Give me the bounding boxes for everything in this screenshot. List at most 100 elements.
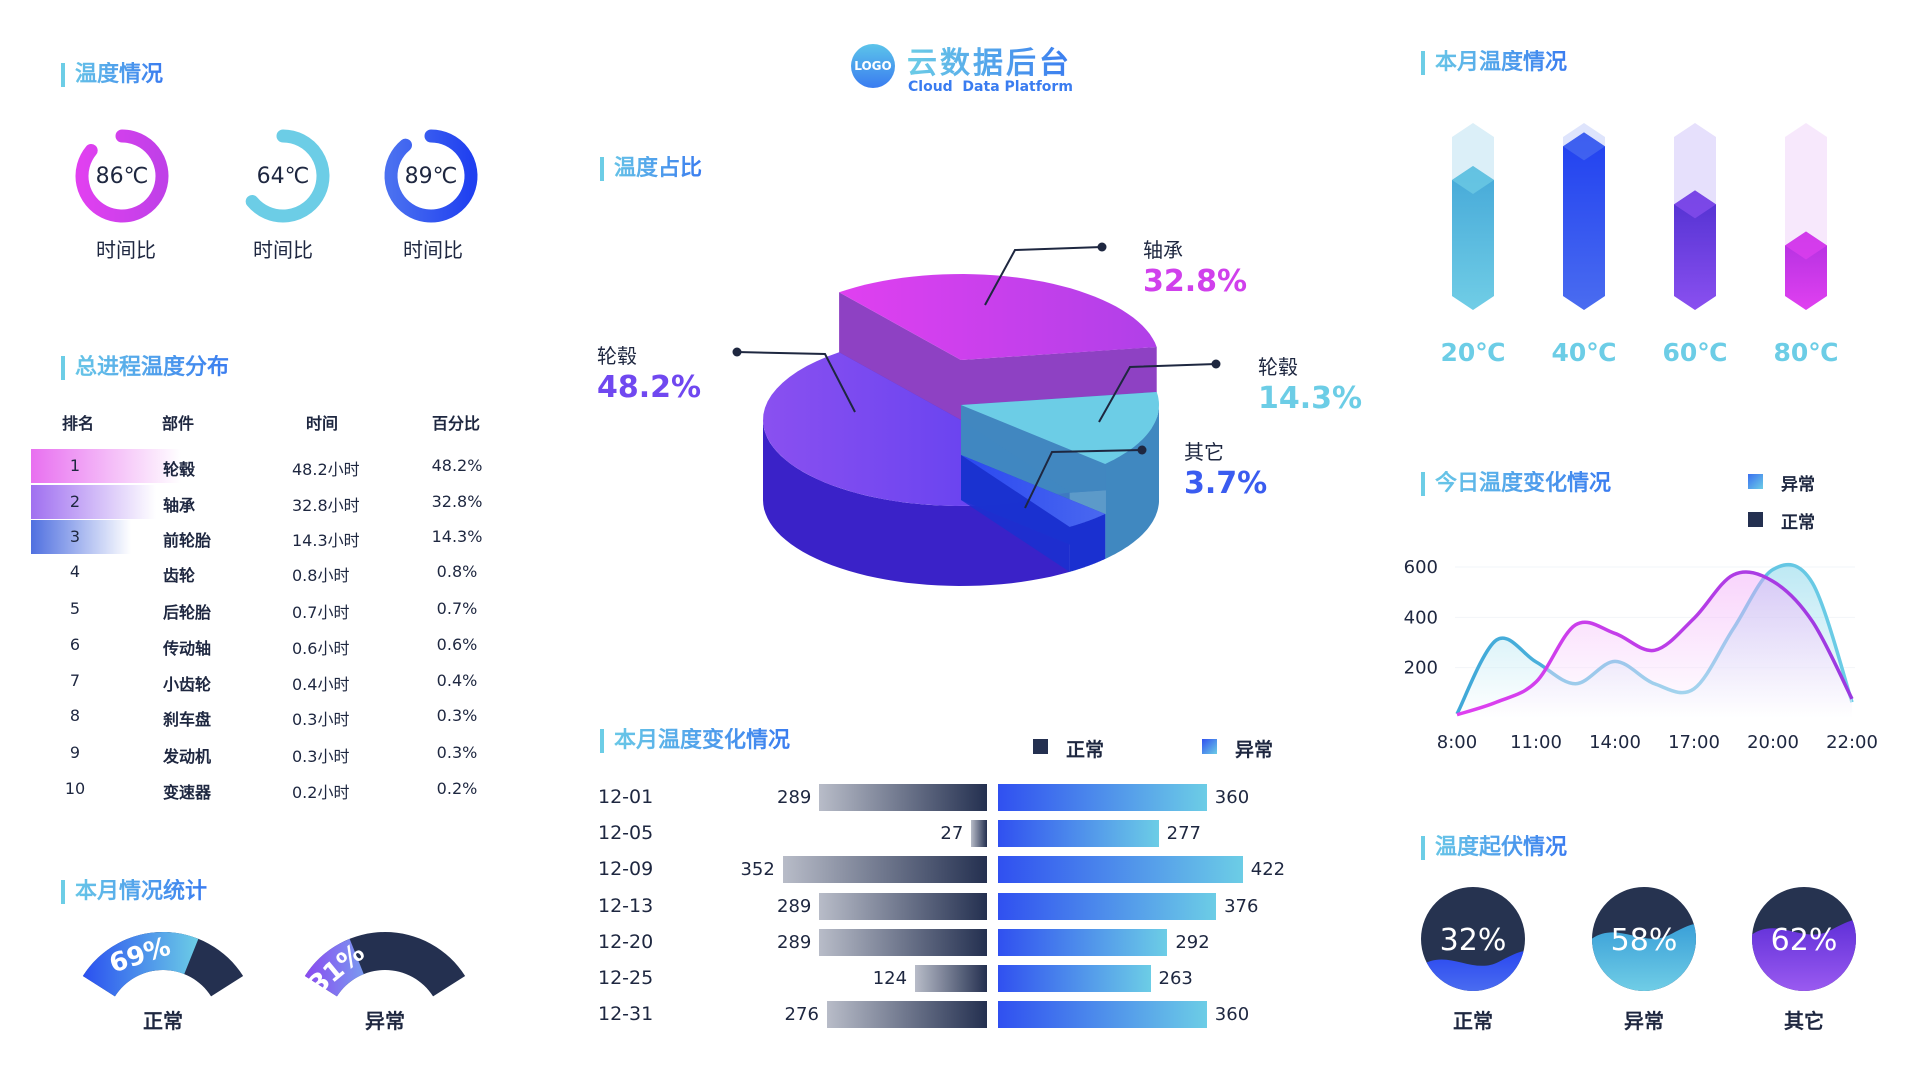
pie-slice[interactable] xyxy=(961,392,1159,464)
time-cell: 14.3小时 xyxy=(292,531,360,550)
pie-leader-line xyxy=(1098,363,1217,423)
bar-normal[interactable] xyxy=(819,893,987,920)
pie-label-name: 轮毂 xyxy=(1258,355,1298,379)
ring-arc xyxy=(245,129,330,223)
pie-leader-line xyxy=(1024,449,1143,509)
table-header-part: 部件 xyxy=(161,414,195,433)
rank-cell: 1 xyxy=(69,456,81,475)
part-cell: 传动轴 xyxy=(163,639,212,658)
legend-label-abnormal[interactable]: 异常 xyxy=(1235,739,1274,761)
bar-abnormal[interactable] xyxy=(998,893,1217,920)
thermo-cap xyxy=(1674,190,1716,219)
table-row[interactable]: 8 刹车盘 0.3小时 0.3% xyxy=(31,699,501,733)
pct-cell: 14.3% xyxy=(431,527,483,546)
pie-label-pct: 48.2% xyxy=(597,370,702,405)
legend-label-abnormal[interactable]: 异常 xyxy=(1781,475,1815,495)
x-tick-label: 17:00 xyxy=(1668,732,1720,753)
bar-category-label: 12-01 xyxy=(598,786,654,808)
pct-cell: 0.8% xyxy=(436,562,478,581)
time-cell: 0.4小时 xyxy=(292,675,350,694)
pie-slice-side xyxy=(1105,405,1159,559)
ball-label: 异常 xyxy=(1624,1009,1664,1033)
table-row[interactable]: 3 前轮胎 14.3小时 14.3% xyxy=(31,520,501,554)
part-cell: 齿轮 xyxy=(163,566,196,585)
series-line[interactable] xyxy=(1456,570,1854,717)
part-cell: 后轮胎 xyxy=(163,603,212,622)
legend-label-normal[interactable]: 正常 xyxy=(1066,739,1105,761)
bar-abnormal-value: 277 xyxy=(1166,823,1202,844)
table-row[interactable]: 2 轴承 32.8小时 32.8% xyxy=(31,485,501,519)
part-cell: 前轮胎 xyxy=(163,531,212,550)
time-cell: 48.2小时 xyxy=(292,460,360,479)
time-cell: 0.3小时 xyxy=(292,747,350,766)
bar-abnormal-value: 376 xyxy=(1224,896,1259,917)
table-header-pct: 百分比 xyxy=(431,414,481,433)
thermo-label: 20℃ xyxy=(1440,338,1506,367)
bar-abnormal[interactable] xyxy=(998,965,1151,992)
bar-abnormal[interactable] xyxy=(998,929,1168,956)
section-title-today: 今日温度变化情况 xyxy=(1421,471,1611,497)
legend-label-normal[interactable]: 正常 xyxy=(1781,513,1815,533)
bar-normal-value: 289 xyxy=(777,787,812,808)
bar-normal[interactable] xyxy=(826,1001,987,1028)
ring-value: 64℃ xyxy=(256,164,310,189)
table-row[interactable]: 7 小齿轮 0.4小时 0.4% xyxy=(31,664,501,698)
bar-normal[interactable] xyxy=(819,929,987,956)
ring-label: 时间比 xyxy=(253,238,313,262)
app-title: 云数据后台 xyxy=(907,38,1072,82)
thermo-fill[interactable] xyxy=(1563,132,1605,310)
rank-cell: 2 xyxy=(69,492,81,511)
pct-cell: 0.3% xyxy=(436,706,478,725)
thermo-fill[interactable] xyxy=(1452,166,1494,310)
x-tick-label: 11:00 xyxy=(1510,732,1562,753)
app-subtitle: Cloud Data Platform xyxy=(908,79,1073,95)
thermo-fill[interactable] xyxy=(1674,190,1716,310)
table-row[interactable]: 4 齿轮 0.8小时 0.8% xyxy=(31,555,501,589)
bar-normal-value: 289 xyxy=(777,896,812,917)
table-header-rank: 排名 xyxy=(61,414,95,433)
section-title-fluctuation: 温度起伏情况 xyxy=(1421,835,1567,861)
thermo-label: 40℃ xyxy=(1551,338,1617,367)
ball-value: 58% xyxy=(1611,923,1678,958)
table-row[interactable]: 1 轮毂 48.2小时 48.2% xyxy=(31,449,501,483)
bar-normal[interactable] xyxy=(819,784,987,811)
thermo-label: 80℃ xyxy=(1773,338,1839,367)
thermo-cap xyxy=(1785,231,1827,260)
pie-leader-dot xyxy=(1097,242,1107,252)
table-row[interactable]: 10 变速器 0.2小时 0.2% xyxy=(31,772,501,806)
rank-cell: 5 xyxy=(69,599,81,618)
bar-normal[interactable] xyxy=(971,820,987,847)
bar-abnormal[interactable] xyxy=(998,856,1243,883)
bar-category-label: 12-25 xyxy=(598,967,654,989)
bar-abnormal[interactable] xyxy=(998,784,1207,811)
bar-normal[interactable] xyxy=(782,856,987,883)
gauge-fill xyxy=(304,938,364,997)
rank-cell: 9 xyxy=(69,743,81,762)
pie-label-name: 轮毂 xyxy=(597,344,637,368)
pct-cell: 0.7% xyxy=(436,599,478,618)
table-row[interactable]: 5 后轮胎 0.7小时 0.7% xyxy=(31,592,501,626)
bar-normal[interactable] xyxy=(915,965,987,992)
pie-slice[interactable] xyxy=(839,274,1157,360)
thermo-label: 60℃ xyxy=(1662,338,1728,367)
pct-cell: 48.2% xyxy=(431,456,483,475)
pie-slice-edge xyxy=(961,455,1106,559)
rank-cell: 7 xyxy=(69,671,81,690)
rank-highlight xyxy=(31,485,156,519)
bar-category-label: 12-31 xyxy=(598,1003,654,1025)
rank-cell: 6 xyxy=(69,635,81,654)
bar-abnormal[interactable] xyxy=(998,820,1159,847)
table-row[interactable]: 6 传动轴 0.6小时 0.6% xyxy=(31,628,501,662)
ball-liquid xyxy=(1592,924,1696,991)
time-cell: 0.3小时 xyxy=(292,710,350,729)
ring-arc xyxy=(384,129,478,223)
table-row[interactable]: 9 发动机 0.3小时 0.3% xyxy=(31,736,501,770)
bar-abnormal[interactable] xyxy=(998,1001,1207,1028)
rank-highlight xyxy=(31,449,181,483)
rank-cell: 8 xyxy=(69,706,81,725)
section-title-monthly-stats: 本月情况统计 xyxy=(61,879,207,905)
